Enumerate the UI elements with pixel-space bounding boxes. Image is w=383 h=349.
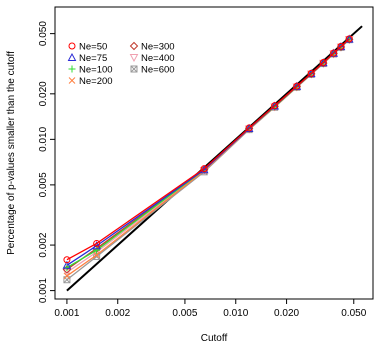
data-point (63, 272, 71, 280)
y-tick-label: 0.020 (38, 81, 49, 106)
legend-marker (68, 77, 76, 84)
legend-label: Ne=200 (79, 76, 113, 87)
legend-item: Ne=300 (129, 41, 175, 53)
y-tick-label: 0.001 (38, 278, 49, 303)
legend-marker (130, 65, 138, 73)
data-point (330, 49, 338, 57)
legend-item: Ne=600 (130, 65, 175, 76)
data-point (271, 102, 279, 110)
legend-label: Ne=400 (141, 53, 175, 64)
reference-line (66, 25, 363, 292)
y-tick-label: 0.002 (38, 232, 49, 257)
reference-line-layer (66, 25, 363, 292)
legend-marker (129, 41, 139, 51)
data-point (62, 260, 72, 269)
legend-item: Ne=100 (68, 65, 113, 76)
x-tick-label: 0.005 (172, 308, 197, 319)
data-point (93, 251, 101, 259)
x-axis: 0.001 0.002 0.005 0.010 0.020 0.050 (54, 299, 367, 319)
y-axis-title: Percentage of p-values smaller than the … (6, 51, 17, 255)
data-point (337, 42, 345, 50)
legend-marker (129, 54, 139, 63)
x-axis-title: Cutoff (201, 333, 228, 344)
legend-marker (68, 65, 76, 73)
legend-item: Ne=75 (67, 52, 107, 64)
x-tick-label: 0.020 (274, 308, 299, 319)
legend-marker (68, 42, 76, 50)
x-tick-label: 0.010 (223, 308, 248, 319)
data-point (93, 246, 101, 254)
data-point (200, 165, 208, 173)
data-point (307, 69, 315, 77)
y-axis: 0.001 0.002 0.005 0.010 0.020 0.050 (38, 21, 55, 303)
data-point (93, 239, 101, 247)
data-point (345, 35, 353, 43)
data-point (245, 124, 253, 132)
y-tick-label: 0.050 (38, 21, 49, 46)
y-tick-label: 0.005 (38, 172, 49, 197)
plot-frame (54, 6, 374, 300)
data-point (345, 35, 354, 44)
series-layer (62, 34, 354, 284)
legend-label: Ne=600 (141, 65, 175, 76)
data-point (63, 256, 71, 264)
legend-label: Ne=50 (79, 42, 107, 53)
legend-item: Ne=50 (68, 42, 107, 53)
legend-label: Ne=300 (141, 42, 175, 53)
legend-marker (67, 52, 77, 61)
legend-item: Ne=200 (68, 76, 113, 87)
legend-item: Ne=400 (129, 53, 175, 64)
y-tick-label: 0.010 (38, 126, 49, 151)
x-tick-label: 0.001 (54, 308, 79, 319)
data-point (319, 59, 327, 67)
series-ne-50 (63, 35, 353, 264)
x-tick-label: 0.050 (341, 308, 366, 319)
data-point (244, 123, 254, 132)
data-point (293, 82, 301, 90)
legend-label: Ne=100 (79, 65, 113, 76)
x-tick-label: 0.002 (105, 308, 130, 319)
legend-label: Ne=75 (79, 53, 107, 64)
